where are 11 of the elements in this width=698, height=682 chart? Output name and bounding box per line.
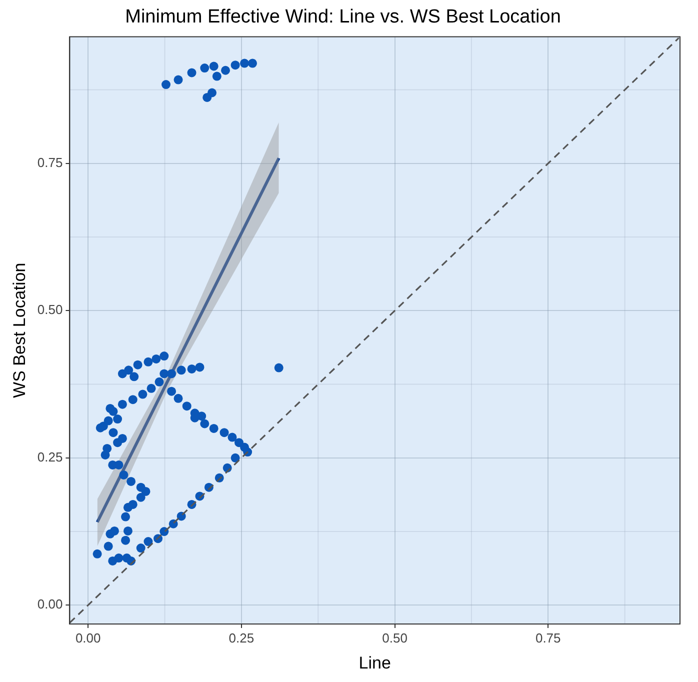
- y-tick-label: 0.50: [37, 302, 63, 318]
- y-axis-title: WS Best Location: [10, 262, 29, 398]
- x-tick-label: 0.25: [228, 630, 254, 646]
- x-tick-label: 0.75: [535, 630, 561, 646]
- chart-title: Minimum Effective Wind: Line vs. WS Best Location: [125, 6, 561, 28]
- x-axis-title: Line: [358, 653, 391, 672]
- x-tick-label: 0.50: [382, 630, 408, 646]
- y-tick-label: 0.25: [37, 449, 63, 464]
- y-tick-label: 0.00: [37, 596, 63, 612]
- y-tick-label: 0.75: [37, 155, 63, 170]
- x-tick-label: 0.00: [75, 630, 101, 646]
